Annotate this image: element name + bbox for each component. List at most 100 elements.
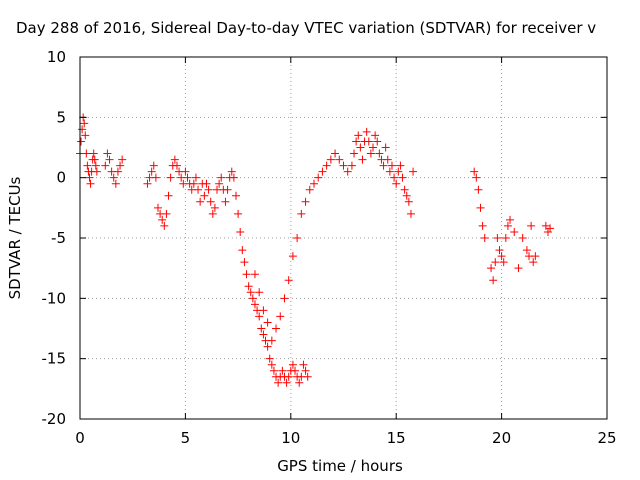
x-tick-label: 20 — [492, 429, 511, 447]
data-point — [208, 209, 217, 218]
data-point — [85, 173, 94, 182]
data-point — [278, 366, 287, 375]
data-point — [166, 173, 175, 182]
data-point — [90, 155, 99, 164]
data-point — [248, 294, 257, 303]
data-point — [497, 252, 506, 261]
data-point — [356, 143, 365, 152]
data-point — [91, 161, 100, 170]
chart-title: Day 288 of 2016, Sidereal Day-to-day VTE… — [16, 19, 596, 37]
data-point — [172, 161, 181, 170]
data-point — [267, 336, 276, 345]
data-point — [170, 155, 179, 164]
data-point — [383, 155, 392, 164]
x-tick-label: 15 — [387, 429, 406, 447]
data-point — [297, 209, 306, 218]
data-point — [255, 288, 264, 297]
data-point — [276, 312, 285, 321]
data-point — [470, 167, 479, 176]
data-point — [493, 234, 502, 242]
data-point — [282, 378, 291, 387]
data-point — [366, 149, 375, 158]
data-point — [265, 354, 274, 363]
data-point — [217, 173, 226, 182]
data-point — [189, 179, 198, 188]
data-point — [250, 300, 259, 309]
data-point — [387, 161, 396, 170]
data-point — [151, 173, 160, 182]
plot-frame — [79, 56, 608, 420]
data-point — [288, 252, 297, 261]
y-tick-label: -15 — [42, 350, 67, 368]
data-point — [541, 221, 550, 230]
data-point — [398, 173, 407, 182]
data-point — [394, 167, 403, 176]
data-point — [390, 173, 399, 182]
data-point — [196, 197, 205, 206]
grid-layer — [80, 57, 607, 419]
data-point — [404, 197, 413, 206]
data-point — [487, 264, 496, 273]
x-tick-label: 10 — [281, 429, 300, 447]
y-tick-label: 0 — [56, 169, 66, 187]
data-point — [510, 227, 519, 236]
data-point — [305, 185, 314, 194]
data-point — [80, 119, 89, 128]
data-point — [181, 167, 190, 176]
data-point — [301, 366, 310, 375]
data-point — [153, 203, 162, 212]
data-point — [113, 167, 122, 176]
x-tick-label: 5 — [181, 429, 191, 447]
data-point — [373, 137, 382, 146]
data-point — [476, 203, 485, 212]
data-point — [381, 143, 390, 152]
x-axis-label: GPS time / hours — [277, 457, 403, 475]
data-point — [221, 197, 230, 206]
data-point — [223, 185, 232, 194]
data-point — [358, 155, 367, 164]
data-point — [301, 197, 310, 206]
data-point — [392, 179, 401, 188]
data-point — [385, 167, 394, 176]
data-point — [263, 318, 272, 327]
data-point — [514, 264, 523, 273]
data-point — [160, 221, 169, 230]
data-point — [529, 258, 538, 267]
data-point — [527, 221, 536, 230]
data-point — [118, 155, 127, 164]
x-tick-label: 0 — [75, 429, 85, 447]
data-point — [86, 179, 95, 188]
data-point — [293, 234, 302, 242]
data-point — [158, 215, 167, 224]
data-point — [236, 227, 245, 236]
data-point — [116, 161, 125, 170]
data-point — [78, 125, 87, 134]
data-point — [210, 203, 219, 212]
data-point — [318, 167, 327, 176]
y-tick-label: 5 — [56, 108, 66, 126]
data-point — [143, 179, 152, 188]
data-point — [162, 209, 171, 218]
data-point — [543, 227, 552, 236]
data-point — [478, 221, 487, 230]
data-point — [375, 149, 384, 158]
data-point — [379, 161, 388, 170]
data-point — [499, 258, 508, 267]
data-point — [503, 221, 512, 230]
data-point — [546, 224, 555, 233]
data-point — [295, 378, 304, 387]
data-point — [244, 282, 253, 291]
data-point — [255, 312, 264, 321]
data-point — [269, 366, 278, 375]
data-point — [92, 167, 101, 176]
data-point — [402, 191, 411, 200]
data-point — [322, 161, 331, 170]
data-point — [194, 185, 203, 194]
data-point — [259, 330, 268, 339]
data-point — [343, 167, 352, 176]
data-point — [272, 324, 281, 333]
data-point — [149, 161, 158, 170]
points-layer — [76, 113, 555, 387]
data-point — [227, 167, 236, 176]
